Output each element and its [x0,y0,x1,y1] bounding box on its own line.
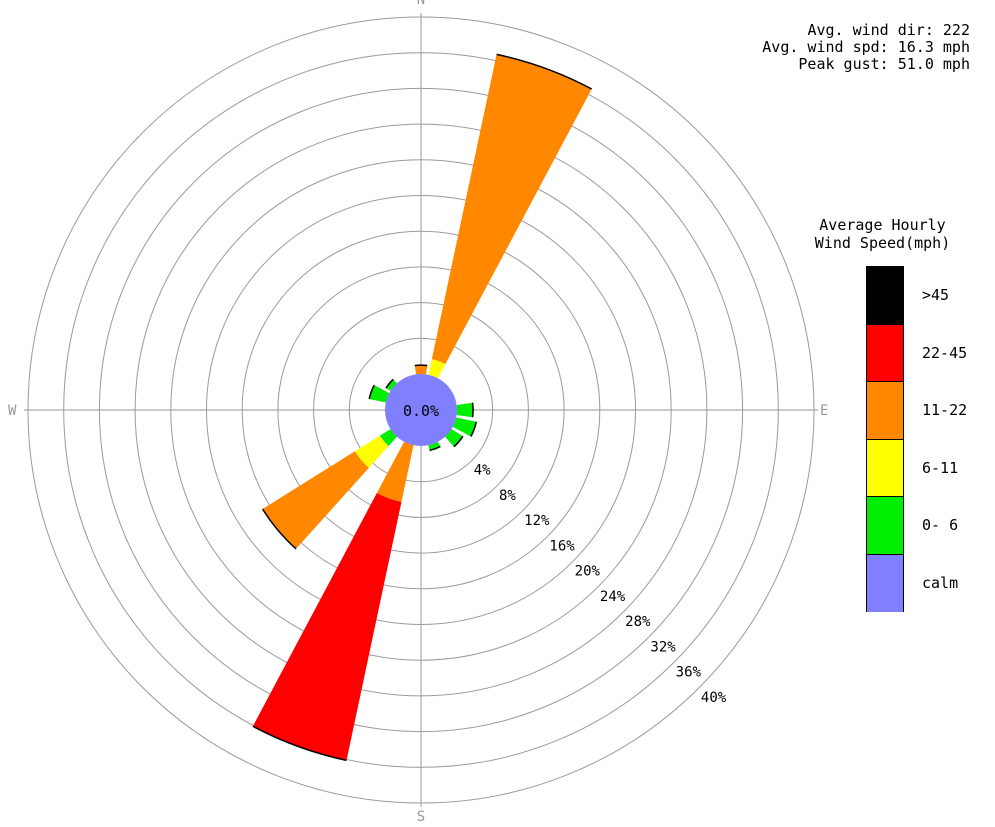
petal-230-0- 6 [379,429,397,447]
petal-290-0- 6 [369,385,390,403]
legend-color-bar [866,266,904,612]
legend-swatch-5 [867,497,903,555]
ring-label-1: 4% [474,463,491,479]
compass-west-label: W [8,403,17,419]
petal-90-0- 6 [456,402,474,418]
petal-90-edge [471,402,474,418]
ring-label-7: 28% [625,614,651,630]
ring-label-9: 36% [676,665,702,681]
petal-110-0- 6 [452,417,477,437]
avg-wind-spd: Avg. wind spd: 16.3 mph [762,38,970,56]
legend-label-5: 0- 6 [922,516,959,534]
compass-south-label: S [417,809,425,825]
compass-north-label: N [417,0,425,8]
ring-label-5: 20% [575,564,601,580]
petal-200-edge [252,725,347,762]
petal-20-edge [496,53,593,90]
petal-200-11-22 [376,441,414,502]
wind-stats: Avg. wind dir: 222 Avg. wind spd: 16.3 m… [640,22,970,73]
petal-310-0- 6 [385,379,397,391]
legend-label-2: 22-45 [922,343,968,362]
legend-label-4: 6-11 [922,458,959,477]
legend-swatch-6 [867,554,903,612]
petal-130-edge [453,435,464,448]
ring-label-4: 16% [549,538,575,554]
center-calm-label: 0.0% [403,402,439,420]
legend-swatch-1 [867,267,903,325]
calm-circle [385,374,457,446]
legend-swatch-4 [867,439,903,497]
petal-230-11-22 [262,451,369,549]
ring-label-group: 4% 8% 12% 16%20% 24% 28% 32%36% 40% [474,463,727,706]
ring-label-8: 32% [650,639,676,655]
petal-160-edge [429,445,441,452]
ring-label-10: 40% [701,690,727,706]
compass-east-label: E [820,403,828,419]
ring-label-3: 12% [524,513,550,529]
petal-0-11-22 [414,365,428,375]
petal-230-6-11 [354,435,389,468]
legend-swatch-3 [867,382,903,440]
legend-label-6: calm [922,573,959,592]
petal-290-edge [368,384,375,400]
ring-label-6: 24% [600,589,626,605]
legend-label-3: 11-22 [922,401,968,419]
petal-160-0- 6 [428,441,441,451]
petal-20-11-22 [431,54,592,365]
petal-group [252,53,593,762]
legend-label-1: >45 [922,286,950,304]
petal-230-edge [261,508,297,550]
legend-swatch-2 [867,324,903,382]
peak-gust: Peak gust: 51.0 mph [798,55,970,73]
petal-110-edge [470,421,478,437]
ring-label-2: 8% [499,488,516,504]
petal-310-edge [385,378,394,389]
avg-wind-dir: Avg. wind dir: 222 [807,21,970,39]
legend-title-line1: Average Hourly [819,216,946,234]
legend-title-line2: Wind Speed(mph) [814,234,951,252]
petal-200-22-45 [252,493,402,761]
legend-title: Average Hourly Wind Speed(mph) [770,216,995,252]
petal-130-0- 6 [445,429,463,447]
petal-20-6-11 [428,359,446,379]
